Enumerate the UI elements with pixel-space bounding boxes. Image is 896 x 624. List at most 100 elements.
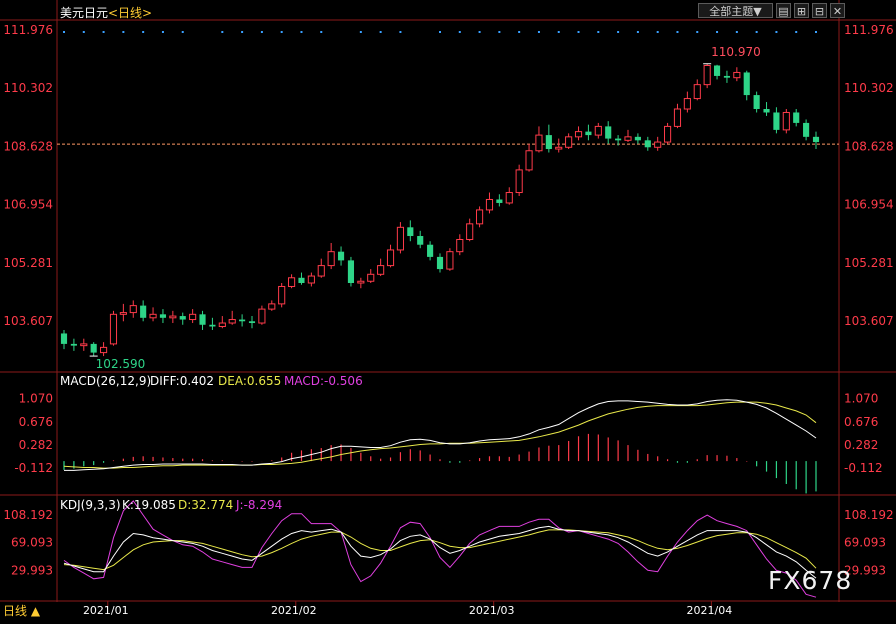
event-marker	[181, 31, 184, 33]
event-marker	[498, 31, 501, 33]
candle-body-down	[605, 126, 612, 139]
price-tick-right: 110.302	[844, 81, 894, 95]
candle-body-up	[733, 71, 741, 79]
candle-body-down	[417, 236, 424, 245]
price-tick-left: 108.628	[3, 139, 53, 153]
macd-tick-left: 0.676	[19, 415, 53, 429]
candle-body-down	[298, 277, 305, 283]
minimize-icon[interactable]: ⊟	[812, 3, 827, 18]
candle-body-up	[327, 251, 335, 267]
event-marker	[676, 31, 679, 33]
price-tick-right: 105.281	[844, 256, 894, 270]
event-marker	[320, 31, 323, 33]
event-marker	[142, 31, 145, 33]
candle-body-up	[109, 313, 118, 345]
candle-body-down	[199, 314, 206, 325]
candle-body-up	[456, 239, 464, 253]
theme-select[interactable]: 全部主题▼	[698, 3, 773, 18]
candle-body-up	[535, 134, 543, 152]
event-marker	[735, 31, 738, 33]
event-marker	[260, 31, 263, 33]
macd-tick-left: -0.112	[14, 461, 53, 475]
event-marker	[716, 31, 719, 33]
kdj-k-line	[63, 525, 817, 579]
macd-tick-right: 0.282	[844, 438, 878, 452]
candle-body-up	[703, 65, 711, 86]
macd-tick-right: -0.112	[844, 461, 883, 475]
candle-body-down	[793, 112, 800, 123]
candle-body-up	[664, 125, 672, 143]
candle-body-down	[179, 316, 186, 320]
event-marker	[300, 31, 303, 33]
candle-body-down	[436, 256, 444, 270]
candle-body-up	[515, 169, 523, 194]
event-marker	[577, 31, 580, 33]
layout-icon[interactable]: ▤	[776, 3, 791, 18]
event-marker	[617, 31, 620, 33]
watermark-logo: FX678	[768, 566, 853, 595]
kdj-tick-left: 108.192	[3, 508, 53, 522]
candle-body-down	[773, 112, 780, 130]
symbol-name: 美元日元	[60, 6, 109, 20]
event-marker	[102, 31, 105, 33]
kdj-k-legend: K:19.085	[122, 498, 176, 512]
event-marker	[63, 31, 65, 33]
candle-body-up	[268, 303, 276, 310]
candle-body-up	[228, 319, 236, 324]
event-marker	[775, 31, 778, 33]
low-price-label: 102.590	[96, 357, 146, 371]
candle-body-up	[683, 98, 691, 110]
period-tab[interactable]: 日线 ▲	[0, 602, 56, 620]
event-marker	[815, 31, 817, 33]
event-marker	[221, 31, 224, 33]
event-marker	[656, 31, 659, 33]
price-tick-left: 111.976	[3, 23, 53, 37]
candle-body-down	[644, 140, 651, 148]
candle-body-up	[317, 265, 325, 277]
high-price-label: 110.970	[711, 45, 761, 59]
price-tick-left: 106.954	[3, 198, 53, 212]
candle-body-down	[753, 95, 760, 109]
event-marker	[696, 31, 699, 33]
kdj-title: KDJ(9,3,3)	[60, 498, 121, 512]
event-marker	[439, 31, 441, 33]
candle-body-up	[80, 343, 88, 347]
candle-body-down	[60, 333, 68, 344]
candle-body-down	[812, 136, 820, 143]
candle-body-up	[149, 313, 157, 319]
event-marker	[557, 31, 560, 33]
event-marker	[161, 31, 164, 33]
event-marker	[379, 31, 382, 33]
candle-body-up	[693, 84, 701, 100]
candle-body-up	[119, 312, 127, 315]
candle-body-up	[288, 277, 296, 287]
candle-body-down	[585, 131, 592, 136]
kdj-tick-right: 108.192	[844, 508, 894, 522]
kdj-d-legend: D:32.774	[178, 498, 234, 512]
grid-icon[interactable]: ⊞	[794, 3, 809, 18]
event-marker	[399, 31, 402, 33]
candle-body-up	[594, 125, 602, 136]
candle-body-up	[169, 315, 177, 319]
candle-body-up	[258, 308, 266, 324]
period-label[interactable]: <日线>	[108, 6, 153, 20]
candle-body-up	[485, 198, 494, 211]
candle-body-down	[140, 305, 147, 318]
event-marker	[82, 31, 85, 33]
candle-body-down	[427, 244, 434, 257]
price-tick-right: 111.976	[844, 23, 894, 37]
macd-diff-line	[64, 399, 817, 471]
candle-body-up	[278, 285, 286, 305]
close-icon[interactable]: ✕	[830, 3, 845, 18]
candle-body-up	[476, 209, 484, 225]
macd-tick-right: 0.676	[844, 415, 878, 429]
candle-body-up	[189, 313, 197, 321]
event-marker	[518, 31, 521, 33]
candle-body-down	[615, 138, 622, 141]
candle-body-up	[357, 280, 365, 284]
macd-tick-left: 1.070	[19, 392, 53, 406]
date-tick-label: 2021/02	[271, 604, 317, 617]
kdj-tick-left: 29.993	[11, 563, 53, 577]
